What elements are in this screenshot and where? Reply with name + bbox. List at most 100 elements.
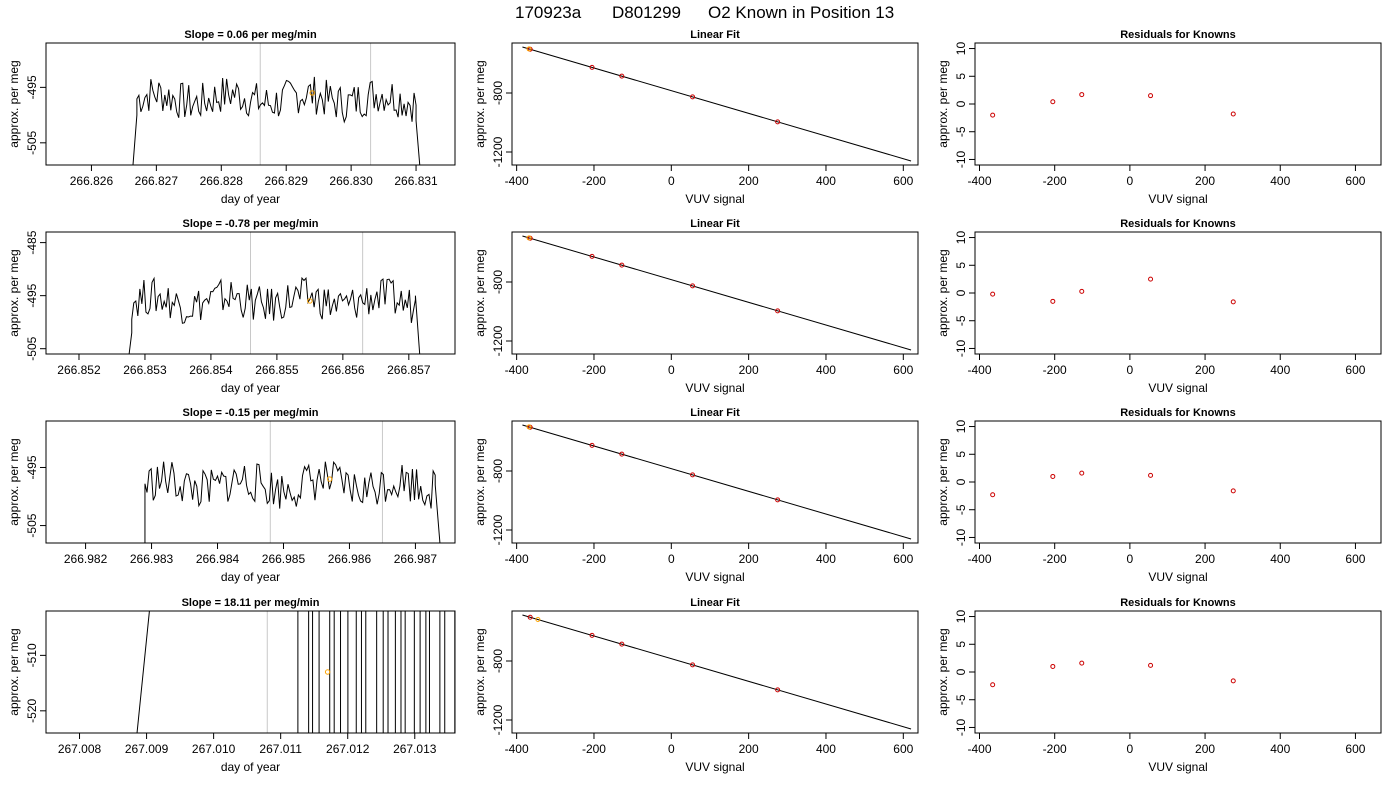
linear-fit-2-title: Linear Fit xyxy=(690,218,740,230)
timeseries-2-series-line xyxy=(128,276,421,354)
residuals-1-residual-point xyxy=(1050,99,1056,105)
timeseries-4-x-tick-label: 267.010 xyxy=(192,742,236,756)
linear-fit-3-y-axis-label: approx. per meg xyxy=(473,438,487,525)
timeseries-2-x-tick-label: 266.857 xyxy=(387,363,431,377)
linear-fit-1-x-tick-label: -200 xyxy=(582,174,606,188)
residuals-2-x-tick-label: 600 xyxy=(1345,363,1365,377)
residuals-4-x-tick-label: 0 xyxy=(1127,742,1134,756)
residuals-4-x-tick-label: 200 xyxy=(1195,742,1215,756)
linear-fit-2-frame xyxy=(511,231,919,355)
residuals-3-y-tick-label: -5 xyxy=(954,504,968,515)
linear-fit-2-x-tick-label: -200 xyxy=(582,363,606,377)
timeseries-3-x-tick-label: 266.987 xyxy=(394,552,438,566)
residuals-4-frame xyxy=(974,610,1382,734)
timeseries-1-x-axis-label: day of year xyxy=(221,192,280,206)
linear-fit-2-fit-line xyxy=(522,235,912,351)
timeseries-1-title: Slope = 0.06 per meg/min xyxy=(184,29,317,41)
residuals-4-x-tick-label: 400 xyxy=(1270,742,1290,756)
timeseries-2-x-tick-label: 266.855 xyxy=(255,363,299,377)
residuals-2-residual-point xyxy=(1079,288,1085,294)
linear-fit-3-x-tick-label: 400 xyxy=(816,552,836,566)
timeseries-4-series-line xyxy=(136,611,455,733)
linear-fit-3-x-tick-label: -200 xyxy=(582,552,606,566)
linear-fit-1-known-point xyxy=(589,64,595,70)
timeseries-3-x-axis-label: day of year xyxy=(221,570,280,584)
timeseries-2-x-tick-label: 266.852 xyxy=(57,363,101,377)
residuals-2-residual-point xyxy=(1148,276,1154,282)
linear-fit-3-frame xyxy=(511,420,919,544)
timeseries-1-y-axis-label: approx. per meg xyxy=(7,60,21,147)
timeseries-panel-4: Slope = 18.11 per meg/min day of year appr… xyxy=(7,597,456,774)
linear-fit-1-title: Linear Fit xyxy=(690,29,740,41)
timeseries-2-y-tick-label: -505 xyxy=(25,336,39,360)
linear-fit-3-x-tick-label: 0 xyxy=(668,552,675,566)
residuals-1-residual-point xyxy=(1148,93,1154,99)
timeseries-1-highlight-point xyxy=(309,90,315,96)
residuals-1-title: Residuals for Knowns xyxy=(1120,29,1236,41)
residuals-4-y-axis-label: approx. per meg xyxy=(936,628,950,715)
residuals-3-y-tick-label: 5 xyxy=(954,451,968,458)
residuals-1-residual-point xyxy=(1079,92,1085,98)
linear-fit-4-x-tick-label: 0 xyxy=(668,742,675,756)
linear-fit-3-known-point xyxy=(775,497,781,503)
residuals-4-residual-point xyxy=(1148,662,1154,668)
timeseries-panel-3: Slope = -0.15 per meg/min day of year appr… xyxy=(7,407,456,584)
timeseries-1-x-tick-label: 266.827 xyxy=(135,174,179,188)
linear-fit-3-known-point xyxy=(589,442,595,448)
linear-fit-4-known-point xyxy=(589,632,595,638)
timeseries-1-x-tick-label: 266.829 xyxy=(265,174,309,188)
residuals-3-x-tick-label: -400 xyxy=(967,552,991,566)
timeseries-1-x-tick-label: 266.830 xyxy=(329,174,373,188)
residuals-2-y-tick-label: 0 xyxy=(954,289,968,296)
linear-fit-4-known-point xyxy=(527,614,533,620)
timeseries-3-x-tick-label: 266.986 xyxy=(328,552,372,566)
residuals-4-residual-point xyxy=(990,682,996,688)
residuals-1-x-tick-label: 400 xyxy=(1270,174,1290,188)
panel-grid: Slope = 0.06 per meg/min day of year appro… xyxy=(7,29,1382,774)
residuals-1-x-tick-label: 200 xyxy=(1195,174,1215,188)
linear-fit-1-x-tick-label: 200 xyxy=(739,174,759,188)
timeseries-2-y-axis-label: approx. per meg xyxy=(7,249,21,336)
linear-fit-3-title: Linear Fit xyxy=(690,407,740,419)
linear-fit-4-x-tick-label: -400 xyxy=(505,742,529,756)
residuals-1-y-tick-label: -5 xyxy=(954,126,968,137)
residuals-3-residual-point xyxy=(1050,473,1056,479)
figure-title-position: O2 Known in Position 13 xyxy=(708,3,894,22)
linear-fit-4-x-tick-label: 200 xyxy=(739,742,759,756)
linear-fit-3-known-point xyxy=(690,472,696,478)
timeseries-3-y-tick-label: -495 xyxy=(25,455,39,479)
linear-fit-1-y-tick-label: -800 xyxy=(491,81,505,105)
timeseries-4-highlight-point xyxy=(324,669,331,675)
residuals-4-title: Residuals for Knowns xyxy=(1120,597,1236,609)
linear-fit-2-highlight-point xyxy=(526,235,532,241)
residuals-3-residual-point xyxy=(1230,488,1236,494)
timeseries-3-title: Slope = -0.15 per meg/min xyxy=(182,407,318,419)
residuals-3-y-tick-label: 0 xyxy=(954,478,968,485)
timeseries-4-x-tick-label: 267.012 xyxy=(326,742,370,756)
timeseries-panel-1: Slope = 0.06 per meg/min day of year appro… xyxy=(7,29,456,206)
residuals-1-x-tick-label: 600 xyxy=(1345,174,1365,188)
residuals-3-x-tick-label: -200 xyxy=(1043,552,1067,566)
linear-fit-1-highlight-point xyxy=(526,46,532,52)
linear-fit-4-y-axis-label: approx. per meg xyxy=(473,628,487,715)
residuals-1-y-tick-label: 0 xyxy=(954,100,968,107)
linear-fit-2-known-point xyxy=(690,283,696,289)
residuals-3-title: Residuals for Knowns xyxy=(1120,407,1236,419)
linear-fit-3-y-tick-label: -1200 xyxy=(491,514,505,545)
timeseries-2-y-tick-label: -485 xyxy=(25,230,39,254)
residuals-2-residual-point xyxy=(990,291,996,297)
residuals-4-x-tick-label: -200 xyxy=(1043,742,1067,756)
linear-fit-3-x-tick-label: 200 xyxy=(739,552,759,566)
linear-fit-4-known-point xyxy=(619,641,625,647)
residuals-3-x-tick-label: 400 xyxy=(1270,552,1290,566)
residuals-1-y-tick-label: 5 xyxy=(954,73,968,80)
timeseries-4-title: Slope = 18.11 per meg/min xyxy=(182,597,320,609)
timeseries-3-y-axis-label: approx. per meg xyxy=(7,438,21,525)
residuals-3-y-tick-label: 10 xyxy=(954,420,968,434)
timeseries-4-y-axis-label: approx. per meg xyxy=(7,628,21,715)
residuals-3-frame xyxy=(974,420,1382,544)
linear-fit-1-x-tick-label: 600 xyxy=(893,174,913,188)
linear-fit-4-known-point xyxy=(775,687,781,693)
